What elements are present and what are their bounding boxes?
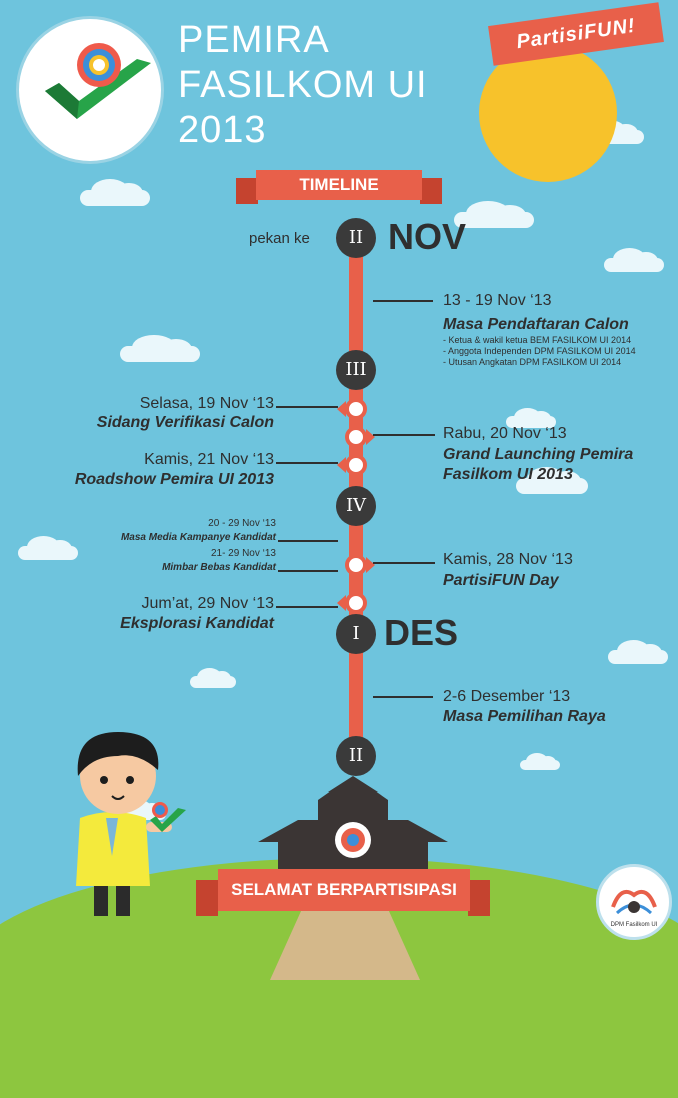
event-note: - Utusan Angkatan DPM FASILKOM UI 2014	[443, 357, 622, 367]
event-title: Grand Launching Pemira	[443, 446, 634, 463]
cta-banner: SELAMAT BERPARTISIPASI	[218, 869, 470, 911]
event-title: Fasilkom UI 2013	[443, 466, 573, 483]
title-line: PEMIRA	[178, 19, 330, 61]
dpm-logo	[596, 864, 672, 940]
checkmark-pin-icon	[45, 43, 151, 119]
event-title: Masa Pendaftaran Calon	[443, 316, 629, 333]
connector-line	[276, 462, 338, 464]
event-title: Mimbar Bebas Kandidat	[162, 562, 276, 573]
cloud	[190, 667, 236, 688]
cloud	[516, 466, 588, 494]
connector-line	[276, 406, 338, 408]
week-node: II	[336, 218, 376, 258]
tagline-text: PartisiFUN!	[515, 14, 637, 54]
cloud	[506, 407, 556, 428]
week-node: II	[336, 736, 376, 776]
event-date: Rabu, 20 Nov ‘13	[443, 425, 567, 442]
event-date: Selasa, 19 Nov ‘13	[139, 395, 274, 412]
event-marker	[345, 554, 375, 576]
ribbon-tail	[420, 178, 442, 204]
week-node: III	[336, 350, 376, 390]
connector-line	[278, 570, 338, 572]
title-line: FASILKOM UI	[178, 64, 428, 106]
connector-line	[373, 300, 433, 302]
title-line: 2013	[178, 109, 267, 151]
ribbon-tail	[236, 178, 258, 204]
cta-text: SELAMAT BERPARTISIPASI	[231, 880, 457, 899]
sun-illustration	[479, 44, 617, 182]
event-title: Sidang Verifikasi Calon	[96, 414, 274, 431]
connector-line	[373, 696, 433, 698]
event-marker	[337, 398, 367, 420]
ribbon-tail	[468, 880, 490, 916]
event-date: 13 - 19 Nov ‘13	[443, 292, 552, 309]
cloud	[80, 178, 150, 206]
event-marker	[345, 426, 375, 448]
timeline-banner: TIMELINE	[256, 170, 422, 200]
cloud	[18, 536, 78, 560]
connector-line	[276, 606, 338, 608]
event-marker	[337, 592, 367, 614]
event-date: 21- 29 Nov ‘13	[210, 548, 276, 559]
event-date: 2-6 Desember ‘13	[443, 688, 571, 705]
event-date: 20 - 29 Nov ‘13	[208, 518, 276, 529]
pekan-label: pekan ke	[249, 230, 310, 247]
connector-line	[373, 434, 435, 436]
dpm-label: DPM Fasilkom UI	[610, 922, 658, 928]
week-node: IV	[336, 486, 376, 526]
mascot-character	[76, 732, 186, 916]
pemira-logo	[16, 16, 164, 164]
event-title: PartisiFUN Day	[443, 572, 559, 589]
cloud	[454, 200, 534, 228]
cloud	[608, 640, 668, 664]
dpm-emblem-icon	[611, 890, 657, 915]
connector-line	[373, 562, 435, 564]
event-note: - Anggota Independen DPM FASILKOM UI 201…	[443, 346, 636, 356]
cloud	[520, 753, 560, 770]
week-node: I	[336, 614, 376, 654]
event-marker	[337, 454, 367, 476]
event-date: Jum’at, 29 Nov ‘13	[141, 595, 274, 612]
cloud	[120, 334, 200, 362]
event-title: Masa Pemilihan Raya	[443, 708, 606, 725]
event-date: Kamis, 28 Nov ‘13	[443, 551, 573, 568]
event-title: Masa Media Kampanye Kandidat	[120, 532, 276, 543]
connector-line	[278, 540, 338, 542]
event-title: Roadshow Pemira UI 2013	[74, 471, 274, 488]
month-label: NOV	[388, 216, 467, 257]
page-title: PEMIRA FASILKOM UI 2013	[178, 18, 428, 153]
cloud	[604, 248, 664, 272]
timeline-label: TIMELINE	[299, 175, 379, 194]
event-title: Eksplorasi Kandidat	[120, 615, 274, 632]
event-date: Kamis, 21 Nov ‘13	[144, 451, 274, 468]
month-label: DES	[384, 612, 459, 653]
building-silhouette	[258, 776, 448, 882]
ribbon-tail	[196, 880, 218, 916]
event-note: - Ketua & wakil ketua BEM FASILKOM UI 20…	[443, 335, 632, 345]
